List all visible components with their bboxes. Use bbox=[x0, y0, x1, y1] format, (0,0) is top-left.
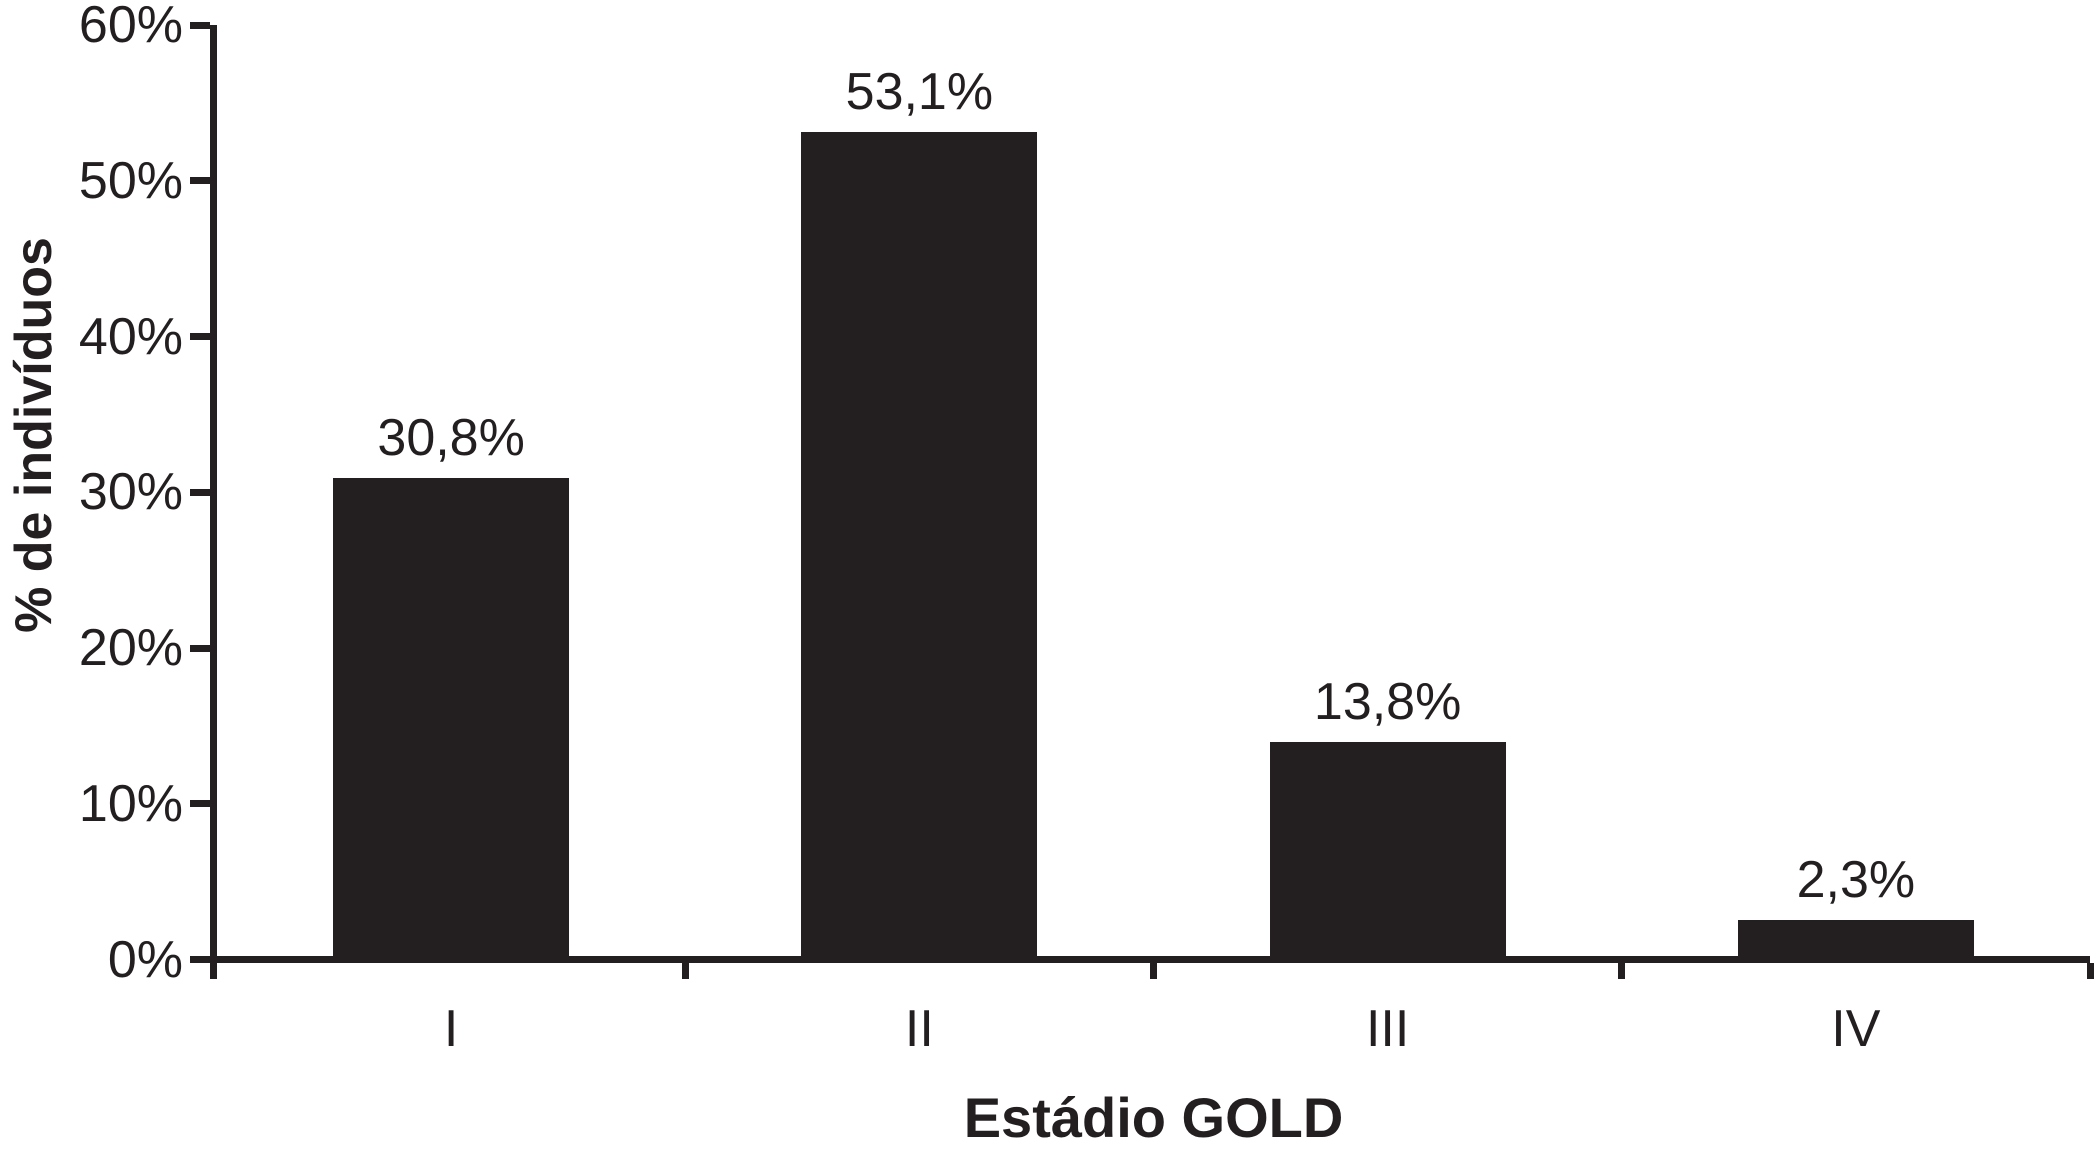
y-tick-label: 10% bbox=[78, 774, 183, 833]
plot-area: 30,8% 53,1% 13,8% 2,3% bbox=[210, 25, 2090, 963]
x-category-label: II bbox=[904, 1000, 934, 1058]
y-tick-mark bbox=[190, 956, 210, 963]
y-tick-label: 30% bbox=[78, 463, 183, 522]
x-axis-title: Estádio GOLD bbox=[963, 1086, 1344, 1149]
x-tick-mark bbox=[2086, 963, 2094, 979]
y-tick-mark bbox=[190, 644, 210, 652]
x-tick-mark bbox=[681, 963, 689, 979]
bar-value-label: 13,8% bbox=[1313, 672, 1462, 731]
x-category-labels: I II III IV bbox=[217, 1003, 2090, 1055]
bar bbox=[1269, 741, 1506, 956]
bar bbox=[1737, 920, 1974, 956]
bar-category-I: 30,8% bbox=[217, 25, 685, 956]
y-axis-title: % de indivíduos bbox=[5, 237, 63, 633]
y-tick-mark bbox=[190, 800, 210, 808]
y-tick-mark bbox=[190, 333, 210, 340]
bar bbox=[333, 478, 570, 956]
y-tick-label: 50% bbox=[78, 151, 183, 210]
y-tick-label: 40% bbox=[78, 307, 183, 366]
y-tick-label: 20% bbox=[78, 619, 183, 677]
x-tick-mark bbox=[210, 963, 217, 979]
y-tick-mark bbox=[190, 488, 210, 496]
y-tick-label: 0% bbox=[107, 930, 183, 989]
x-category-label: IV bbox=[1831, 1000, 1881, 1058]
bar-value-label: 53,1% bbox=[845, 63, 994, 122]
bar-value-label: 2,3% bbox=[1796, 851, 1916, 910]
y-tick-mark bbox=[190, 21, 210, 29]
bar-series: 30,8% 53,1% 13,8% 2,3% bbox=[217, 25, 2090, 956]
bar-category-III: 13,8% bbox=[1154, 25, 1622, 956]
x-category-label: I bbox=[443, 1000, 459, 1058]
bar-value-label: 30,8% bbox=[377, 409, 525, 468]
bar-category-IV: 2,3% bbox=[1622, 25, 2090, 956]
x-tick-mark bbox=[1618, 963, 1626, 979]
y-tick-label: 60% bbox=[78, 0, 183, 54]
x-category-label: III bbox=[1365, 1000, 1410, 1058]
y-tick-mark bbox=[190, 177, 210, 185]
x-tick-mark bbox=[1150, 963, 1157, 979]
bar bbox=[801, 132, 1038, 956]
bar-category-II: 53,1% bbox=[685, 25, 1153, 956]
